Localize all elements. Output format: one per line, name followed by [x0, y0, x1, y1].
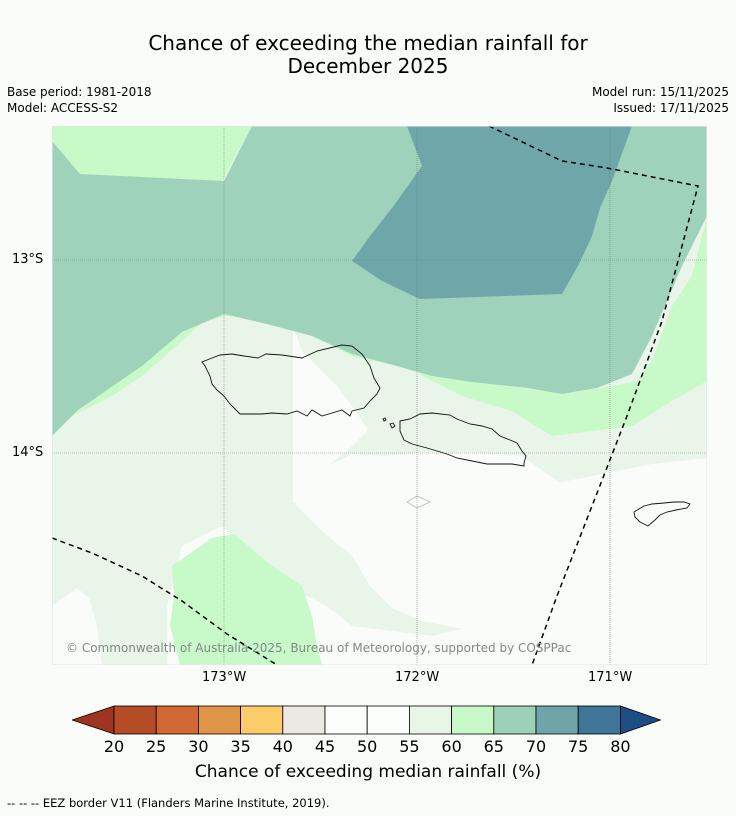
model-run: Model run: 15/11/2025	[591, 85, 729, 99]
eez-legend-symbol: -- -- --	[7, 796, 40, 810]
island-savaii	[201, 344, 381, 417]
colorbar-segment	[155, 705, 199, 735]
colorbar-tick-label: 65	[483, 737, 504, 756]
colorbar-segment	[198, 705, 242, 735]
copyright-notice: © Commonwealth of Australia 2025, Bureau…	[66, 641, 572, 655]
colorbar-segment	[535, 705, 579, 735]
colorbar-tick-label: 30	[188, 737, 209, 756]
lon-label-173w: 173°W	[202, 670, 247, 685]
colorbar-tick-label: 40	[272, 737, 293, 756]
map-frame	[52, 126, 707, 665]
chart-title-line1: Chance of exceeding the median rainfall …	[148, 31, 588, 55]
eez-border-east	[488, 126, 699, 665]
colorbar	[72, 705, 662, 735]
lat-label-14s: 14°S	[12, 445, 44, 460]
colorbar-segment	[113, 705, 157, 735]
lat-label-13s: 13°S	[12, 252, 44, 267]
colorbar-segment	[493, 705, 537, 735]
eez-legend-text: EEZ border V11 (Flanders Marine Institut…	[42, 796, 330, 810]
island-apolima	[382, 417, 387, 422]
island-upolu	[399, 412, 527, 467]
colorbar-tick-label: 55	[399, 737, 420, 756]
colorbar-tick-label: 80	[610, 737, 631, 756]
colorbar-tick-label: 75	[568, 737, 589, 756]
colorbar-label: Chance of exceeding median rainfall (%)	[194, 762, 542, 782]
colorbar-segment	[324, 705, 368, 735]
colorbar-tick-label: 35	[230, 737, 251, 756]
lon-label-172w: 172°W	[395, 670, 440, 685]
forecast-map	[52, 126, 707, 665]
colorbar-segment	[240, 705, 284, 735]
colorbar-extend-high	[620, 705, 662, 735]
colorbar-segment	[408, 705, 452, 735]
lon-label-171w: 171°W	[588, 670, 633, 685]
model-name: Model: ACCESS-S2	[7, 101, 119, 115]
colorbar-tick-label: 45	[314, 737, 336, 756]
colorbar-tick-label: 70	[525, 737, 547, 756]
colorbar-segment	[451, 705, 495, 735]
colorbar-tick-label: 25	[146, 737, 167, 756]
base-period: Base period: 1981-2018	[7, 85, 152, 99]
colorbar-segment	[366, 705, 410, 735]
colorbar-segment	[577, 705, 621, 735]
small-contour-diamond	[406, 495, 431, 509]
band-55-60	[292, 452, 707, 644]
eez-border-southwest	[52, 537, 278, 665]
colorbar-tick-label: 50	[357, 737, 378, 756]
chart-title-line2: December 2025	[287, 54, 449, 78]
colorbar-tick-label: 20	[103, 737, 125, 756]
island-tutuila	[633, 501, 691, 527]
colorbar-extend-low	[72, 705, 115, 735]
colorbar-tick-label: 60	[441, 737, 462, 756]
colorbar-segment	[282, 705, 326, 735]
eez-legend: -- -- -- EEZ border V11 (Flanders Marine…	[7, 796, 330, 810]
issued-date: Issued: 17/11/2025	[613, 101, 729, 115]
band-75-80	[352, 126, 632, 299]
band-55-60-sw	[52, 588, 102, 665]
island-manono	[389, 422, 396, 429]
